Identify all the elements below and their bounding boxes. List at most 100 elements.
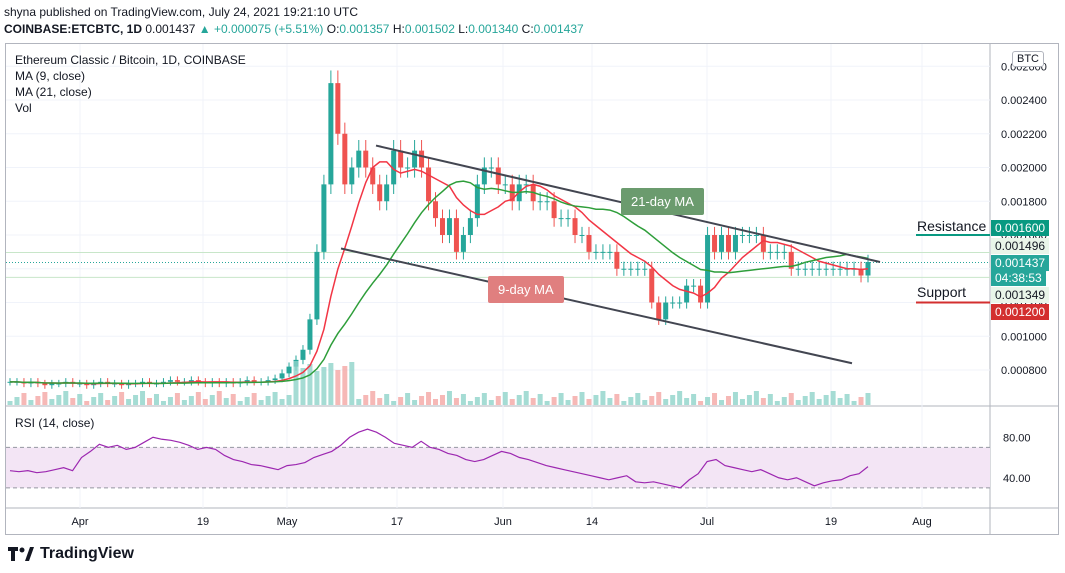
volume-bar xyxy=(321,367,327,405)
volume-bar xyxy=(56,395,62,405)
candle-body xyxy=(370,167,376,185)
candle-body xyxy=(621,268,627,270)
x-tick-label: Aug xyxy=(912,516,932,528)
legend-ma21: MA (21, close) xyxy=(15,85,92,99)
volume-bar xyxy=(502,392,508,405)
volume-bar xyxy=(621,401,627,405)
volume-bar xyxy=(705,397,711,405)
open-value: 0.001357 xyxy=(339,22,390,36)
volume-bar xyxy=(84,401,90,405)
candle-body xyxy=(405,167,411,169)
volume-bar xyxy=(314,371,320,405)
candle-body xyxy=(84,383,90,386)
x-tick-label: 19 xyxy=(197,516,209,528)
candle-body xyxy=(691,285,697,287)
volume-bar xyxy=(684,398,690,405)
volume-bar xyxy=(174,393,180,405)
volume-bar xyxy=(551,397,557,405)
y-tick-label: 0.002400 xyxy=(1001,95,1047,107)
x-tick-label: Apr xyxy=(71,516,88,528)
volume-bar xyxy=(586,399,592,405)
ma21-callout: 21-day MA xyxy=(621,188,704,215)
footer-logo[interactable]: TradingView xyxy=(8,545,134,563)
volume-bar xyxy=(732,392,738,405)
x-tick-label: 17 xyxy=(391,516,403,528)
candle-body xyxy=(753,235,759,236)
volume-bar xyxy=(537,394,543,405)
candle-body xyxy=(300,349,306,360)
candle-body xyxy=(635,268,641,270)
volume-bar xyxy=(140,391,146,405)
volume-bar xyxy=(663,399,669,405)
candle-body xyxy=(488,167,494,169)
candle-body xyxy=(781,251,787,253)
legend-ma9: MA (9, close) xyxy=(15,69,86,83)
candle-body xyxy=(523,184,529,186)
volume-bar xyxy=(405,393,411,405)
rsi-tick-label: 80.00 xyxy=(1003,432,1031,444)
high-value: 0.001502 xyxy=(404,22,455,36)
volume-bar xyxy=(509,399,515,405)
volume-bar xyxy=(767,394,773,405)
currency-button[interactable]: BTC xyxy=(1012,51,1044,67)
candle-body xyxy=(279,373,285,379)
candle-body xyxy=(746,235,752,236)
y-tick-label: 0.002200 xyxy=(1001,129,1047,141)
candle-body xyxy=(670,302,676,304)
candle-body xyxy=(802,268,808,270)
current-price-tag: 0.001437 xyxy=(991,255,1050,271)
candle-body xyxy=(600,251,606,253)
candle-body xyxy=(433,201,439,219)
volume-bar xyxy=(572,396,578,405)
candle-body xyxy=(823,268,829,270)
y-tick-label: 0.002000 xyxy=(1001,163,1047,175)
y-tick-label: 0.001800 xyxy=(1001,196,1047,208)
candle-body xyxy=(314,251,320,320)
volume-bar xyxy=(851,401,857,405)
x-tick-label: 14 xyxy=(586,516,598,528)
volume-bar xyxy=(230,394,236,405)
low-label: L: xyxy=(458,22,469,36)
volume-bar xyxy=(342,366,348,405)
volume-bar xyxy=(523,391,529,405)
volume-bar xyxy=(370,391,376,405)
candle-body xyxy=(663,302,669,320)
tradingview-logo-icon xyxy=(8,547,34,561)
support-price-tag: 0.001200 xyxy=(991,304,1050,320)
volume-bar xyxy=(530,398,536,405)
volume-bar xyxy=(474,397,480,405)
x-tick-label: 19 xyxy=(825,516,837,528)
ma9-callout: 9-day MA xyxy=(488,276,564,303)
candle-body xyxy=(712,235,718,252)
volume-bar xyxy=(279,399,285,405)
candle-body xyxy=(684,285,690,303)
volume-bar xyxy=(719,400,725,405)
candle-body xyxy=(391,150,397,185)
volume-bar xyxy=(760,398,766,405)
candle-body xyxy=(558,218,564,220)
volume-bar xyxy=(565,400,571,405)
candle-body xyxy=(42,383,48,386)
candle-body xyxy=(586,235,592,252)
chart-frame[interactable] xyxy=(5,43,1059,535)
level-1496-tag: 0.001496 xyxy=(991,238,1050,254)
candle-body xyxy=(739,235,745,236)
volume-bar xyxy=(844,394,850,405)
volume-bar xyxy=(70,398,76,405)
candle-body xyxy=(544,201,550,203)
rsi-tick-label: 40.00 xyxy=(1003,473,1031,485)
volume-bar xyxy=(133,395,139,405)
candle-body xyxy=(830,268,836,270)
volume-bar xyxy=(223,398,229,405)
candle-body xyxy=(705,235,711,303)
volume-bar xyxy=(419,396,425,405)
legend: Ethereum Classic / Bitcoin, 1D, COINBASE… xyxy=(15,52,246,116)
volume-bar xyxy=(600,391,606,405)
volume-bar xyxy=(488,400,494,405)
support-label: Support xyxy=(917,284,967,300)
candle-body xyxy=(356,150,362,168)
candle-body xyxy=(195,380,201,382)
volume-bar xyxy=(335,370,341,405)
volume-bar xyxy=(251,393,257,405)
